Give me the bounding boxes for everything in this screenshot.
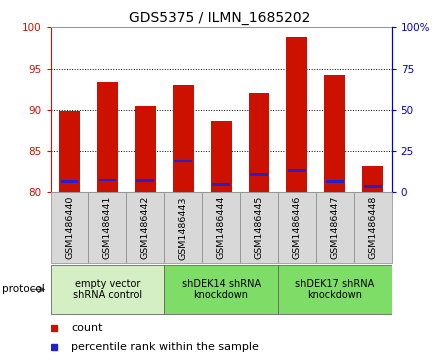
Bar: [164, 192, 202, 263]
Text: GSM1486447: GSM1486447: [330, 196, 339, 260]
Text: GSM1486442: GSM1486442: [141, 196, 150, 260]
Bar: [240, 192, 278, 263]
Text: shDEK14 shRNA
knockdown: shDEK14 shRNA knockdown: [182, 279, 260, 300]
Bar: [324, 75, 345, 192]
Bar: [364, 185, 381, 188]
Text: protocol: protocol: [2, 285, 45, 294]
Text: GSM1486444: GSM1486444: [216, 196, 226, 260]
Bar: [173, 85, 194, 192]
Bar: [61, 180, 78, 183]
Bar: [126, 192, 164, 263]
Text: percentile rank within the sample: percentile rank within the sample: [71, 342, 259, 352]
Bar: [97, 82, 118, 192]
Text: GSM1486448: GSM1486448: [368, 196, 377, 260]
Bar: [278, 192, 316, 263]
Bar: [99, 179, 116, 182]
Bar: [59, 111, 80, 192]
Bar: [164, 265, 278, 314]
Text: GSM1486443: GSM1486443: [179, 196, 188, 260]
Bar: [88, 192, 126, 263]
Text: GDS5375 / ILMN_1685202: GDS5375 / ILMN_1685202: [129, 11, 311, 25]
Bar: [326, 180, 344, 183]
Bar: [362, 166, 383, 192]
Bar: [278, 265, 392, 314]
Bar: [250, 173, 268, 176]
Text: GSM1486441: GSM1486441: [103, 196, 112, 260]
Bar: [211, 121, 231, 192]
Bar: [51, 192, 88, 263]
Bar: [174, 160, 192, 163]
Bar: [249, 93, 269, 192]
Text: GSM1486440: GSM1486440: [65, 196, 74, 260]
Text: shDEK17 shRNA
knockdown: shDEK17 shRNA knockdown: [295, 279, 374, 300]
Bar: [135, 106, 156, 192]
Bar: [316, 192, 354, 263]
Text: count: count: [71, 323, 103, 333]
Bar: [202, 192, 240, 263]
Bar: [354, 192, 392, 263]
Text: empty vector
shRNA control: empty vector shRNA control: [73, 279, 142, 300]
Bar: [212, 183, 230, 185]
Bar: [288, 170, 306, 172]
Bar: [286, 37, 307, 192]
Bar: [51, 265, 164, 314]
Text: GSM1486446: GSM1486446: [292, 196, 301, 260]
Text: GSM1486445: GSM1486445: [254, 196, 264, 260]
Bar: [136, 179, 154, 182]
